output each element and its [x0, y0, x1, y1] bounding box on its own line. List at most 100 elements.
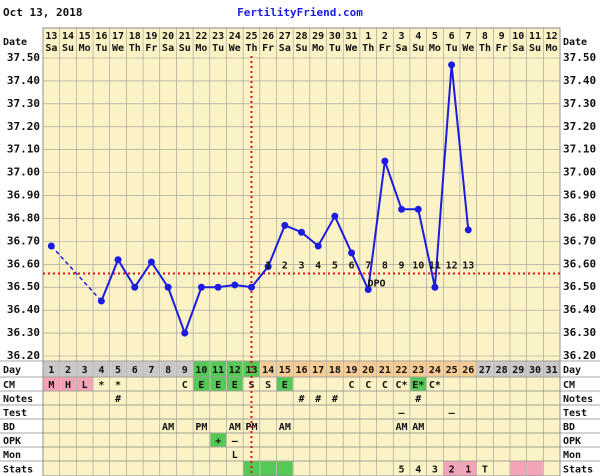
day-cell: 20	[362, 365, 374, 376]
opk-cell: –	[232, 436, 239, 447]
weekday-label: Th	[362, 43, 374, 54]
weekday-label: Su	[295, 43, 307, 54]
weekday-label: Fr	[145, 43, 157, 54]
weekday-label: Sa	[45, 43, 57, 54]
day-cell: 2	[65, 365, 71, 376]
cell-background	[276, 461, 293, 476]
y-tick-label: 36.60	[7, 257, 40, 270]
day-cell: 4	[98, 365, 104, 376]
date-label: 29	[312, 31, 324, 42]
cm-cell: H	[65, 380, 71, 391]
stats-cell: 2	[449, 465, 455, 476]
date-label: 20	[162, 31, 174, 42]
dpo-number: 5	[332, 260, 338, 271]
y-tick-label: 36.70	[563, 234, 596, 247]
y-tick-label: 37.10	[7, 143, 40, 156]
dpo-number: 12	[446, 260, 458, 271]
y-tick-label: 37.50	[563, 51, 596, 64]
weekday-label: Su	[529, 43, 541, 54]
stats-cell: 3	[432, 465, 438, 476]
date-label: 30	[329, 31, 341, 42]
cell-background	[443, 361, 460, 377]
cell-background	[60, 361, 76, 377]
day-cell: 10	[195, 365, 207, 376]
y-tick-label: 36.80	[7, 211, 40, 224]
cell-background	[276, 361, 293, 377]
temperature-point	[114, 256, 122, 264]
cell-background	[210, 361, 226, 377]
date-label: 21	[179, 31, 191, 42]
notes-cell: #	[115, 394, 121, 405]
y-tick-label: 36.60	[563, 257, 596, 270]
y-tick-label: 37.10	[563, 143, 596, 156]
cm-cell: C*	[396, 380, 408, 391]
y-tick-label: 37.30	[7, 97, 40, 110]
dpo-number: 10	[412, 260, 424, 271]
weekday-label: Mo	[546, 43, 558, 54]
row-label: Notes	[3, 394, 33, 405]
date-label: 26	[262, 31, 274, 42]
weekday-label: Su	[62, 43, 74, 54]
cell-background	[393, 361, 410, 377]
site-name[interactable]: FertilityFriend.com	[237, 6, 363, 19]
cm-cell: E	[232, 380, 238, 391]
cell-background	[43, 377, 60, 391]
row-label: CM	[3, 380, 15, 391]
y-tick-label: 36.80	[563, 211, 596, 224]
dpo-number: 13	[462, 260, 474, 271]
date-label: 3	[399, 31, 405, 42]
day-cell: 27	[479, 365, 491, 376]
temperature-point	[414, 205, 422, 213]
cm-cell: C*	[429, 380, 441, 391]
weekday-label: We	[346, 43, 358, 54]
weekday-label: Fr	[262, 43, 274, 54]
date-label: 12	[546, 31, 558, 42]
stats-cell: 4	[415, 465, 421, 476]
temperature-point	[131, 283, 139, 291]
temperature-point	[314, 242, 322, 250]
chart-date: Oct 13, 2018	[3, 6, 82, 19]
row-label: Test	[563, 408, 587, 419]
cell-background	[477, 361, 493, 377]
row-label: Stats	[563, 465, 593, 476]
y-tick-label: 36.20	[563, 349, 596, 362]
cm-cell: M	[48, 380, 54, 391]
weekday-label: Fr	[379, 43, 391, 54]
temperature-point	[47, 242, 55, 250]
temperature-point	[247, 283, 255, 291]
cell-background	[377, 361, 393, 377]
day-cell: 31	[546, 365, 558, 376]
cell-background	[343, 361, 360, 377]
cm-cell: C	[365, 380, 371, 391]
row-label: Day	[563, 365, 581, 376]
day-cell: 28	[496, 365, 508, 376]
cm-cell: S	[248, 380, 254, 391]
plot-background	[42, 27, 561, 476]
weekday-label: We	[229, 43, 241, 54]
weekday-label: Tu	[212, 43, 224, 54]
test-cell: –	[399, 408, 406, 419]
day-cell: 21	[379, 365, 391, 376]
weekday-label: Mo	[79, 43, 91, 54]
cell-background	[510, 361, 527, 377]
dpo-number: 2	[282, 260, 288, 271]
dpo-number: 11	[429, 260, 441, 271]
date-label: 14	[62, 31, 74, 42]
cell-background	[60, 377, 76, 391]
cell-background	[176, 361, 193, 377]
cm-cell: C	[382, 380, 388, 391]
temperature-point	[281, 221, 289, 229]
weekday-label: We	[112, 43, 124, 54]
weekday-label: Tu	[95, 43, 107, 54]
temperature-point	[464, 226, 472, 234]
weekday-label: Su	[412, 43, 424, 54]
temperature-point	[197, 283, 205, 291]
weekday-label: Sa	[512, 43, 524, 54]
dpo-number: 4	[315, 260, 321, 271]
temperature-point	[147, 258, 155, 266]
cell-background	[460, 461, 477, 476]
date-label: 19	[145, 31, 157, 42]
bd-cell: AM	[412, 422, 424, 433]
cm-cell: C	[349, 380, 355, 391]
day-cell: 9	[182, 365, 188, 376]
